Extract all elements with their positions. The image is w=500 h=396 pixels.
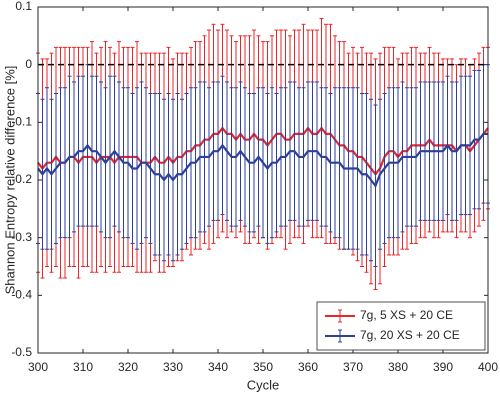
x-tick-label: 340 [208, 360, 228, 374]
series [36, 64, 490, 267]
series-line [37, 132, 488, 188]
x-tick-label: 380 [388, 360, 408, 374]
y-tick-label: -0.2 [11, 172, 32, 186]
legend-label: 7g, 5 XS + 20 CE [360, 308, 453, 322]
y-tick-label: -0.1 [11, 115, 32, 129]
y-axis-label: Shannon Entropy relative difference [%] [2, 66, 17, 295]
x-tick-label: 310 [73, 360, 93, 374]
y-tick-label: -0.4 [11, 288, 32, 302]
x-tick-label: 320 [118, 360, 138, 374]
plot-frame [37, 6, 489, 354]
y-tick-label: 0.1 [15, 0, 32, 13]
x-tick-label: 400 [478, 360, 498, 374]
x-tick-label: 350 [253, 360, 273, 374]
y-tick-label: 0 [25, 57, 32, 71]
legend-label: 7g, 20 XS + 20 CE [360, 328, 460, 342]
x-tick-label: 330 [163, 360, 183, 374]
y-tick-label: -0.5 [11, 345, 32, 359]
x-tick-label: 390 [433, 360, 453, 374]
legend-box [316, 301, 486, 351]
x-tick-label: 370 [343, 360, 363, 374]
y-tick-label: -0.3 [11, 230, 32, 244]
x-axis-label: Cycle [247, 377, 280, 392]
x-tick-label: 300 [28, 360, 48, 374]
x-tick-label: 360 [298, 360, 318, 374]
